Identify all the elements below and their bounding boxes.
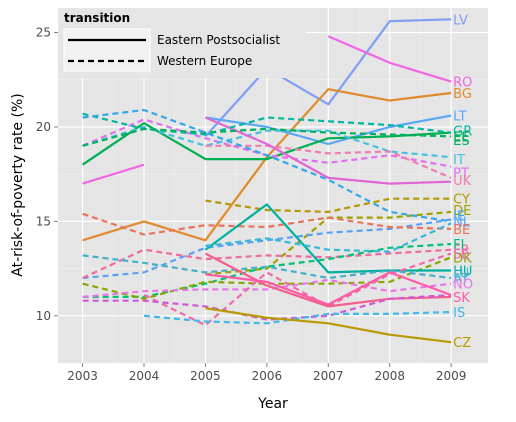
series-line-cz <box>205 307 452 344</box>
end-label-at: AT <box>453 272 469 287</box>
end-label-gr: GR <box>453 125 472 140</box>
end-label-nl: NL <box>453 215 471 230</box>
series-line-sk <box>205 271 452 306</box>
end-label-es: ES <box>453 134 469 149</box>
end-label-sk: SK <box>453 291 470 306</box>
legend: transition Eastern Postsocialist Western… <box>58 8 306 78</box>
legend-label-eastern: Eastern Postsocialist <box>157 33 280 47</box>
end-label-pt: PT <box>453 166 469 181</box>
x-tick-label: 2003 <box>67 369 98 383</box>
x-tick-label: 2005 <box>190 369 221 383</box>
series-line-lu <box>205 222 452 253</box>
x-tick-label: 2009 <box>436 369 467 383</box>
x-tick-label: 2007 <box>313 369 344 383</box>
series-line-se <box>143 252 452 327</box>
series-line-no <box>82 278 452 298</box>
series-line-lt <box>205 114 452 146</box>
x-tick-label: 2006 <box>252 369 283 383</box>
legend-label-western: Western Europe <box>157 54 252 68</box>
end-label-cy: CY <box>453 193 470 208</box>
series-line-at <box>82 254 452 280</box>
end-label-se: SE <box>453 247 469 262</box>
end-label-ie: IE <box>453 210 465 225</box>
end-label-bg: BG <box>453 87 472 102</box>
series-line-fi <box>82 242 452 298</box>
series-line-lv <box>204 18 452 138</box>
series-line-dk <box>82 256 452 300</box>
series-line-ie <box>82 108 452 223</box>
y-tick-label: 20 <box>36 120 51 134</box>
end-label-it: IT <box>453 153 465 168</box>
end-label-lu: LU <box>453 266 469 281</box>
series-line-nl <box>82 218 452 280</box>
series-line-is <box>143 310 452 325</box>
end-label-cz: CZ <box>453 336 471 351</box>
end-label-ee: EE <box>453 130 469 145</box>
end-label-ro: RO <box>453 76 472 91</box>
series-line-es <box>82 127 452 147</box>
x-tick-label: 2004 <box>129 369 160 383</box>
end-label-hu: HU <box>453 264 472 279</box>
x-axis-ticks: 2003 2004 2005 2006 2007 2008 2009 <box>67 363 466 383</box>
series-line-uk <box>205 144 452 179</box>
end-label-fi: FI <box>453 238 464 253</box>
series-line-it <box>82 125 452 159</box>
end-label-is: IS <box>453 306 465 321</box>
end-label-lv: LV <box>453 13 468 28</box>
series-line-bg <box>82 88 452 242</box>
y-axis-ticks: 10 15 20 25 <box>36 26 58 323</box>
series-line-ro <box>327 35 452 83</box>
y-tick-label: 15 <box>36 214 51 228</box>
series-line-pl <box>82 163 145 185</box>
series-line-hu <box>204 203 452 274</box>
x-tick-label: 2008 <box>374 369 405 383</box>
y-tick-label: 25 <box>36 26 51 40</box>
end-label-be: BE <box>453 223 470 238</box>
end-label-lt: LT <box>453 110 466 125</box>
series-line-be <box>82 212 452 236</box>
x-axis-title: Year <box>257 396 288 412</box>
series-lines <box>81 18 452 344</box>
series-line-cz2 <box>82 293 452 321</box>
end-label-dk: DK <box>453 251 472 266</box>
y-tick-label: 10 <box>36 309 51 323</box>
series-line-cy <box>205 197 452 213</box>
legend-title: transition <box>64 11 130 25</box>
series-line-si <box>204 116 452 185</box>
end-label-uk: UK <box>453 174 472 189</box>
end-label-fr: FR <box>453 244 470 259</box>
end-label-de: DE <box>453 204 471 219</box>
series-line-fr <box>82 248 452 279</box>
legend-key-background <box>63 28 151 72</box>
end-label-no: NO <box>453 278 473 293</box>
y-axis-title: At-risk-of-poverty rate (%) <box>10 93 26 276</box>
series-line-ee <box>81 122 452 166</box>
